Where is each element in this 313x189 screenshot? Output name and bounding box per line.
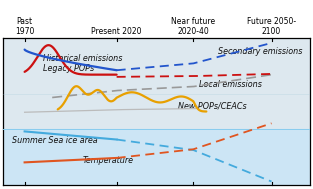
Text: Temperature: Temperature (83, 156, 134, 165)
Text: Summer Sea ice area: Summer Sea ice area (12, 136, 98, 145)
Text: Past
1970: Past 1970 (15, 17, 34, 36)
Text: Near future
2020-40: Near future 2020-40 (171, 17, 215, 36)
Text: Local emissions: Local emissions (199, 80, 262, 89)
Text: Historical emissions
Legacy POPs: Historical emissions Legacy POPs (43, 54, 122, 73)
Text: Future 2050-
2100: Future 2050- 2100 (247, 17, 296, 36)
Text: New POPs/CEACs: New POPs/CEACs (178, 102, 247, 111)
Text: Secondary emissions: Secondary emissions (218, 47, 302, 56)
Text: Present 2020: Present 2020 (91, 27, 142, 36)
Bar (3, 38, 310, 129)
Bar (3, 129, 310, 185)
